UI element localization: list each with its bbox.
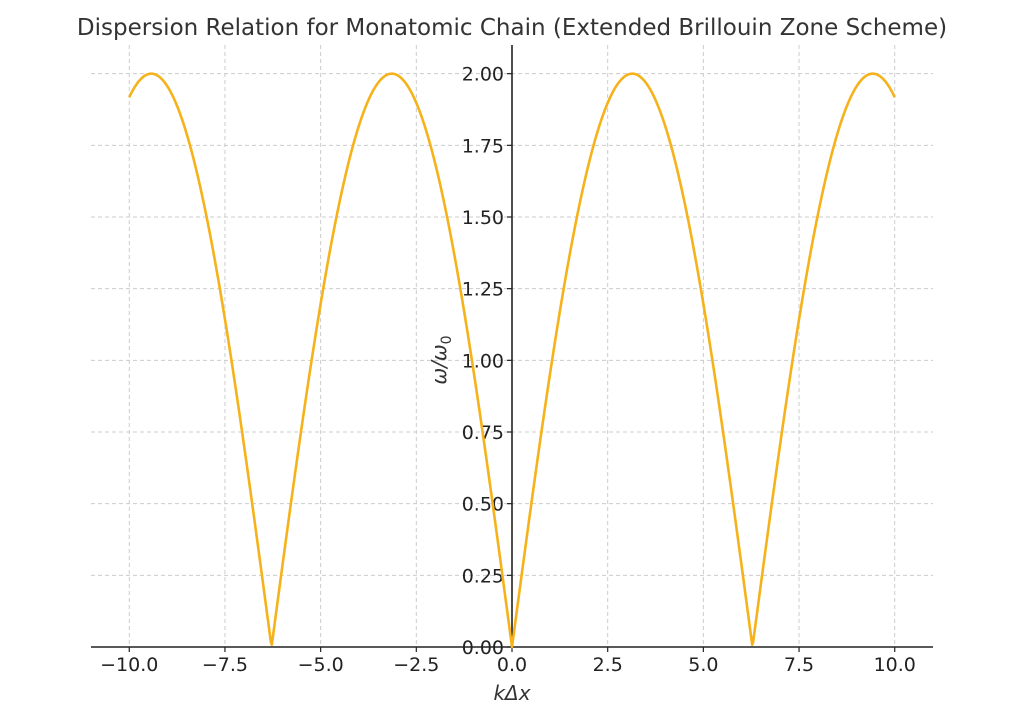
y-tick-label-0: 0.00 [462,637,504,659]
y-tick-label-4: 1.00 [462,350,504,372]
x-tick-label-2: −5.0 [298,654,344,676]
y-tick-label-5: 1.25 [462,279,504,301]
series-layer [128,72,896,649]
y-axis-ticks: 0.000.250.500.751.001.251.501.752.00 [462,64,512,659]
x-tick-label-4: 0.0 [497,654,527,676]
y-tick-label-6: 1.50 [462,207,504,229]
axes-spines [91,45,933,648]
y-axis-label-subscript: 0 [439,335,455,344]
x-tick-label-5: 2.5 [593,654,623,676]
x-tick-label-1: −7.5 [202,654,248,676]
y-tick-label-8: 2.00 [462,64,504,86]
x-tick-label-7: 7.5 [784,654,814,676]
y-tick-label-7: 1.75 [462,135,504,157]
chart-title: Dispersion Relation for Monatomic Chain … [77,15,947,41]
series-line-0 [128,72,896,649]
x-axis-label: kΔx [493,681,530,705]
x-tick-label-6: 5.0 [688,654,718,676]
y-axis-label-main: ω/ω [427,344,451,384]
y-tick-label-2: 0.50 [462,494,504,516]
x-tick-label-3: −2.5 [393,654,439,676]
x-tick-label-8: 10.0 [874,654,916,676]
y-axis-label: ω/ω0 [427,335,455,384]
y-tick-label-1: 0.25 [462,565,504,587]
x-axis-ticks: −10.0 −7.5 −5.0 −2.5 0.0 2.5 5.0 7.5 10.0 [100,647,916,676]
x-tick-label-0: −10.0 [100,654,158,676]
